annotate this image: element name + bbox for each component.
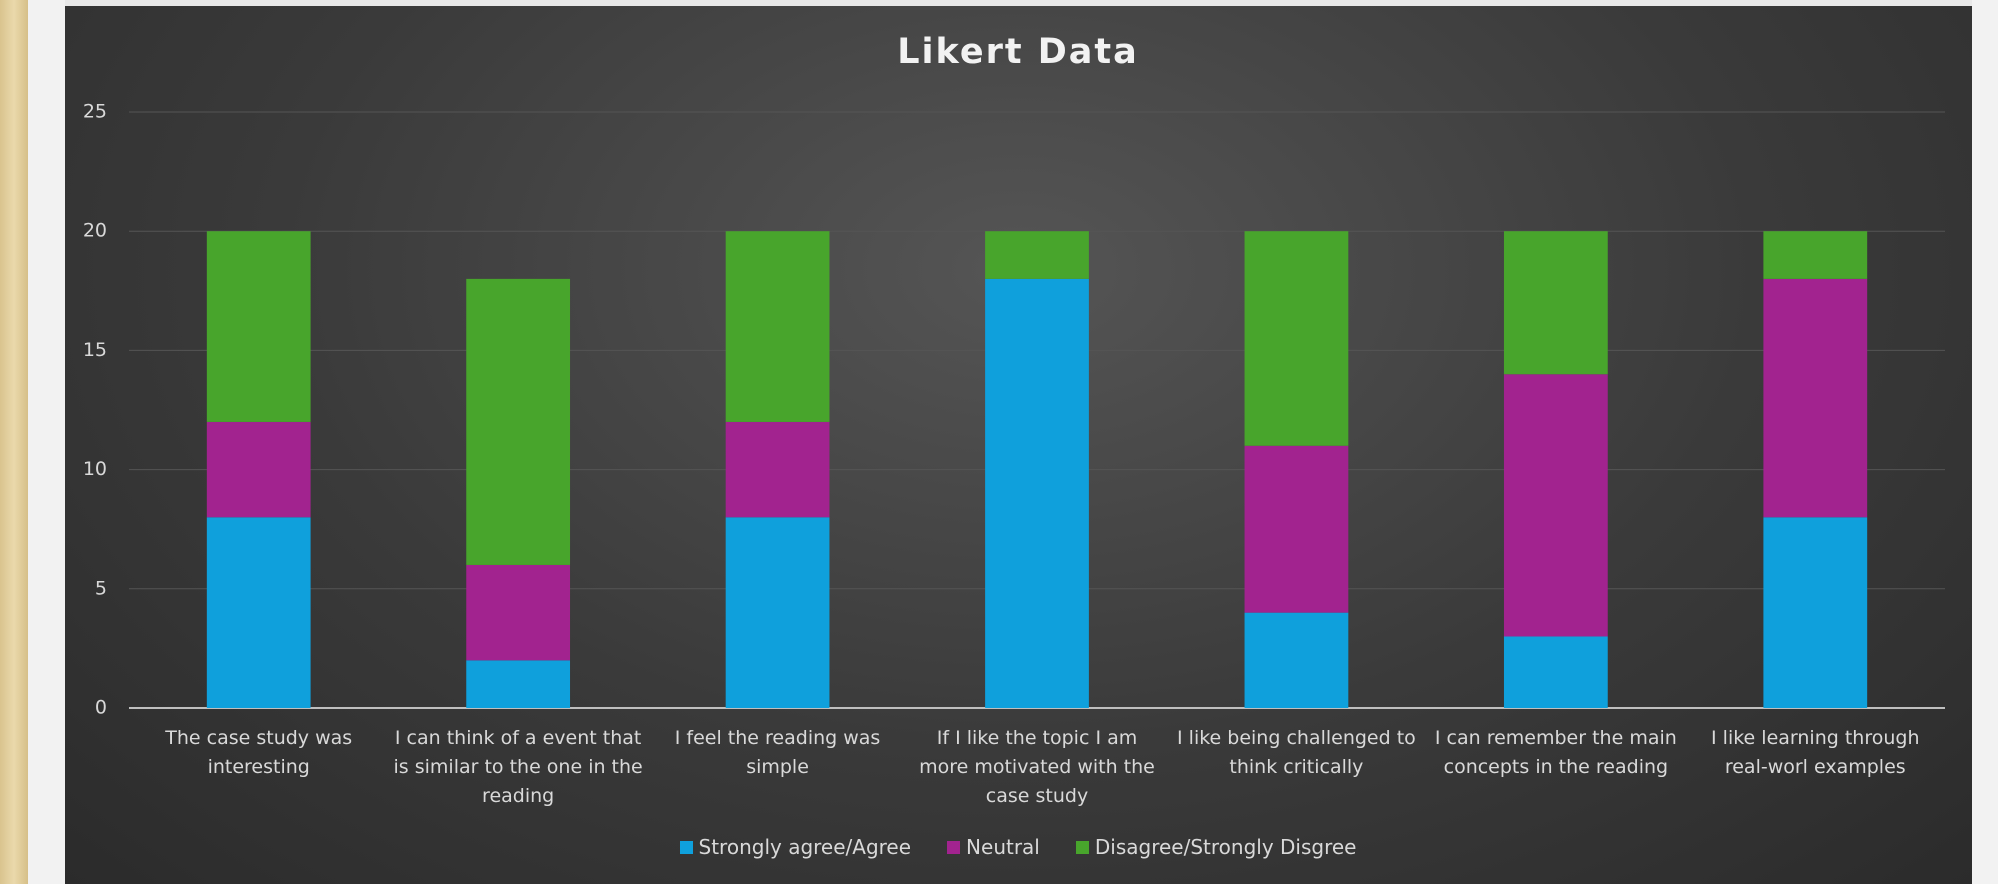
y-tick-label: 25 (83, 101, 107, 123)
y-tick-label: 5 (95, 577, 107, 599)
legend: Strongly agree/Agree Neutral Disagree/Stro… (0, 835, 1998, 859)
chart-title: Likert Data (897, 32, 1139, 72)
bar-segment (1763, 517, 1868, 708)
legend-label: Disagree/Strongly Disgree (1094, 835, 1357, 859)
legend-swatch (947, 840, 961, 854)
bar-segment (466, 660, 571, 708)
bar-segment (1244, 612, 1349, 708)
x-tick-label: The case study was interesting (165, 727, 353, 778)
x-tick-label: I like being challenged to think critica… (1177, 727, 1416, 778)
bar-segment (1503, 231, 1608, 375)
bar-segment (206, 421, 311, 518)
bar-segment (466, 278, 571, 565)
bar-segment (1763, 278, 1868, 518)
top-strip (65, 0, 1972, 6)
legend-item: Neutral (947, 835, 1040, 859)
bar-segment (725, 517, 830, 708)
bar-segment (1244, 445, 1349, 613)
bar-segment (985, 278, 1089, 708)
y-tick-label: 20 (83, 220, 107, 242)
bar-segment (1503, 374, 1608, 637)
y-tick-label: 0 (95, 697, 107, 719)
bar-segment (725, 421, 830, 518)
bar-segment (725, 231, 830, 422)
y-tick-label: 15 (83, 339, 107, 361)
legend-item: Strongly agree/Agree (679, 835, 912, 859)
legend-item: Disagree/Strongly Disgree (1075, 835, 1357, 859)
bar-segment (1503, 636, 1608, 708)
x-tick-label: If I like the topic I am more motivated … (919, 727, 1155, 807)
x-tick-label: I like learning through real-worl exampl… (1711, 727, 1920, 778)
legend-swatch (1075, 840, 1089, 854)
x-tick-label: I can remember the main concepts in the … (1434, 727, 1677, 778)
bar-segment (985, 231, 1089, 279)
x-tick-label: I can think of a event that is similar t… (393, 727, 643, 807)
bar-segment (1763, 231, 1868, 279)
legend-label: Strongly agree/Agree (698, 835, 912, 859)
y-tick-label: 10 (83, 458, 107, 480)
legend-label: Neutral (966, 835, 1040, 859)
bar-segment (206, 231, 311, 422)
legend-swatch (679, 840, 693, 854)
x-tick-label: I feel the reading was simple (674, 727, 881, 778)
bar-segment (206, 517, 311, 708)
bar-segment (466, 564, 571, 661)
bar-segment (1244, 231, 1349, 446)
